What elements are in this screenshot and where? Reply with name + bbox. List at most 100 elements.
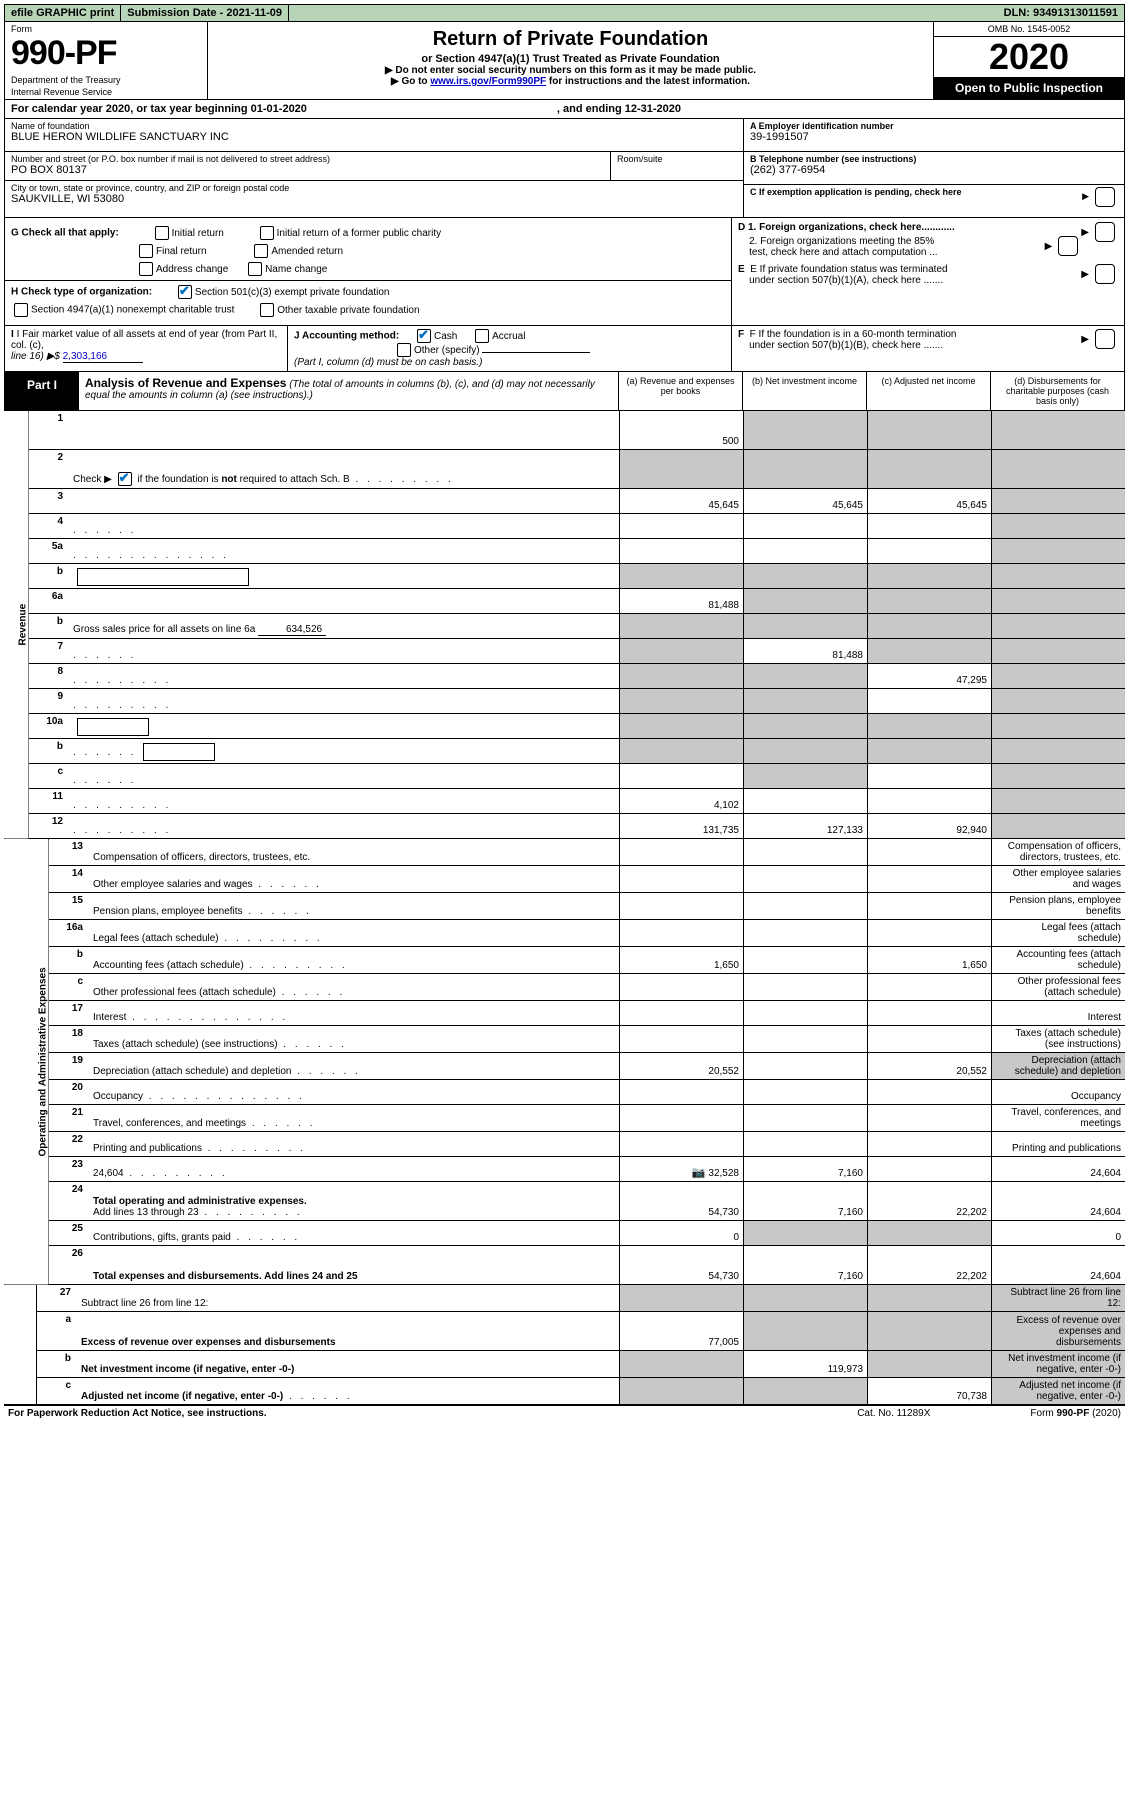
- j-cash[interactable]: [417, 329, 431, 343]
- cat-no: Cat. No. 11289X: [857, 1408, 930, 1419]
- amt-d: Pension plans, employee benefits: [992, 893, 1126, 920]
- entity-block: Name of foundation BLUE HERON WILDLIFE S…: [4, 119, 1125, 218]
- line-num: 17: [49, 1001, 90, 1026]
- g-row3: Address change Name change: [11, 262, 725, 276]
- amt-a: [620, 1001, 744, 1026]
- line-row: b: [4, 564, 1125, 589]
- amt-a: [620, 689, 744, 714]
- header-right: OMB No. 1545-0052 2020 Open to Public In…: [933, 22, 1124, 99]
- g-address[interactable]: [139, 262, 153, 276]
- amt-d: [992, 411, 1126, 450]
- line-desc: [69, 789, 620, 814]
- omb-number: OMB No. 1545-0052: [934, 22, 1124, 37]
- amt-b: [744, 450, 868, 489]
- d2-checkbox[interactable]: [1058, 236, 1078, 256]
- amt-c: [868, 689, 992, 714]
- line-row: 6a81,488: [4, 589, 1125, 614]
- g-final[interactable]: [139, 244, 153, 258]
- g-name[interactable]: [248, 262, 262, 276]
- amt-a: [620, 514, 744, 539]
- efile-rest: GRAPHIC print: [33, 7, 114, 19]
- line-num: b: [29, 614, 70, 639]
- ein: 39-1991507: [750, 131, 1118, 143]
- tax-year: 2020: [934, 37, 1124, 77]
- amt-c: 1,650: [868, 947, 992, 974]
- ijf-row: I I Fair market value of all assets at e…: [4, 326, 1125, 372]
- calendar-year-row: For calendar year 2020, or tax year begi…: [4, 100, 1125, 119]
- j-other[interactable]: [397, 343, 411, 357]
- line-row: 9: [4, 689, 1125, 714]
- h-501c3[interactable]: [178, 285, 192, 299]
- g-initial-former[interactable]: [260, 226, 274, 240]
- entity-right: A Employer identification number 39-1991…: [743, 119, 1124, 217]
- line-num: 9: [29, 689, 70, 714]
- amt-c: [868, 639, 992, 664]
- amt-b: [744, 411, 868, 450]
- amt-c: [868, 1285, 992, 1312]
- line-row: cOther professional fees (attach schedul…: [4, 974, 1125, 1001]
- col-d-head: (d) Disbursements for charitable purpose…: [990, 372, 1124, 410]
- j-accrual[interactable]: [475, 329, 489, 343]
- line-desc: [69, 639, 620, 664]
- amt-d: Interest: [992, 1001, 1126, 1026]
- amt-d: [992, 789, 1126, 814]
- line-row: 26Total expenses and disbursements. Add …: [4, 1246, 1125, 1285]
- c-checkbox[interactable]: [1095, 187, 1115, 207]
- opex-side-label: Operating and Administrative Expenses: [4, 839, 49, 1285]
- attachment-icon[interactable]: 📷: [692, 1167, 706, 1179]
- line-desc: Total operating and administrative expen…: [89, 1182, 620, 1221]
- line-row: 25Contributions, gifts, grants paid00: [4, 1221, 1125, 1246]
- dept-treasury: Department of the Treasury: [11, 75, 201, 85]
- h-4947[interactable]: [14, 303, 28, 317]
- line-num: b: [49, 947, 90, 974]
- j-cell: J Accounting method: Cash Accrual Other …: [288, 326, 732, 371]
- amt-b: [744, 893, 868, 920]
- line-num: 14: [49, 866, 90, 893]
- amt-d: [992, 714, 1126, 739]
- open-inspection: Open to Public Inspection: [934, 77, 1124, 99]
- line-num: c: [37, 1378, 78, 1406]
- d1-row: D 1. Foreign organizations, check here..…: [738, 222, 1118, 233]
- line-num: 25: [49, 1221, 90, 1246]
- d2-row: 2. Foreign organizations meeting the 85%…: [738, 236, 1118, 258]
- d1-checkbox[interactable]: [1095, 222, 1115, 242]
- amt-a: [620, 450, 744, 489]
- revenue-table: Revenue15002Check ▶ if the foundation is…: [4, 411, 1125, 839]
- line-num: 3: [29, 489, 70, 514]
- amt-a: 4,102: [620, 789, 744, 814]
- amt-d: 0: [992, 1221, 1126, 1246]
- amt-a: [620, 1026, 744, 1053]
- amt-a: [620, 1105, 744, 1132]
- form-url-link[interactable]: www.irs.gov/Form990PF: [430, 76, 546, 87]
- amt-c: 22,202: [868, 1182, 992, 1221]
- line-desc: [69, 514, 620, 539]
- opex-table: Operating and Administrative Expenses13C…: [4, 839, 1125, 1285]
- line-desc: [69, 664, 620, 689]
- h-other-taxable[interactable]: [260, 303, 274, 317]
- line-row: 16aLegal fees (attach schedule)Legal fee…: [4, 920, 1125, 947]
- amt-c: [868, 450, 992, 489]
- line-num: c: [49, 974, 90, 1001]
- amt-d: Taxes (attach schedule) (see instruction…: [992, 1026, 1126, 1053]
- line-desc: Depreciation (attach schedule) and deple…: [89, 1053, 620, 1080]
- g-initial-return[interactable]: [155, 226, 169, 240]
- f-checkbox[interactable]: [1095, 329, 1115, 349]
- line-desc: Contributions, gifts, grants paid: [89, 1221, 620, 1246]
- line-num: 20: [49, 1080, 90, 1105]
- line-num: 19: [49, 1053, 90, 1080]
- line-row: Revenue1500: [4, 411, 1125, 450]
- amt-a: [620, 1378, 744, 1406]
- cal-end: , and ending 12-31-2020: [557, 103, 681, 115]
- line-desc: [69, 564, 620, 589]
- street-address: PO BOX 80137: [11, 164, 604, 176]
- schb-checkbox[interactable]: [118, 472, 132, 486]
- line-num: b: [29, 739, 70, 764]
- amt-a: 54,730: [620, 1182, 744, 1221]
- amt-b: [744, 714, 868, 739]
- amt-d: 24,604: [992, 1182, 1126, 1221]
- e-checkbox[interactable]: [1095, 264, 1115, 284]
- amt-a: 1,650: [620, 947, 744, 974]
- amt-c: [868, 411, 992, 450]
- amt-d: 24,604: [992, 1157, 1126, 1182]
- g-amended[interactable]: [254, 244, 268, 258]
